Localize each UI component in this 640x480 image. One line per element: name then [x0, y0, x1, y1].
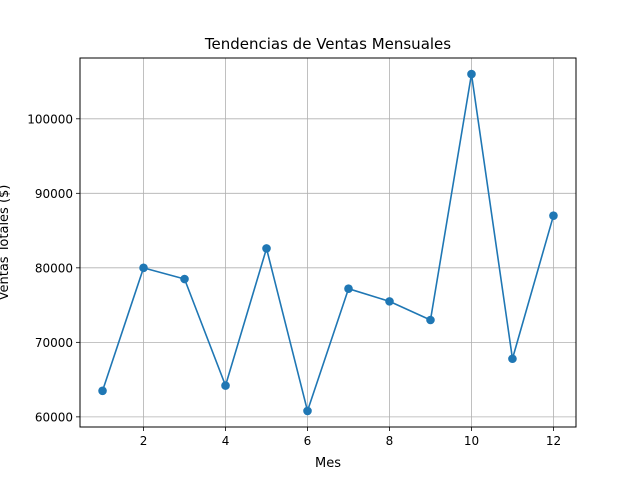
data-point [508, 354, 517, 364]
ticks: 2 4 6 8 10 12 60000 70000 80000 90000 100000 [27, 112, 561, 448]
data-point [262, 244, 271, 253]
y-axis-label: Ventas Totales ($) [0, 185, 12, 301]
x-tick-label: 8 [386, 434, 394, 448]
x-axis-label: Mes [315, 456, 341, 471]
y-tick-label: 80000 [35, 261, 73, 275]
x-tick-label: 4 [222, 434, 230, 448]
x-tick-label: 2 [140, 434, 148, 448]
x-tick-label: 6 [304, 434, 312, 448]
grid [80, 58, 576, 427]
data-point [549, 211, 558, 220]
y-tick-label: 90000 [35, 187, 73, 201]
data-point [180, 274, 189, 284]
y-tick-label: 60000 [35, 410, 73, 424]
data-point [98, 386, 107, 396]
sales-line [101, 73, 555, 412]
data-point [467, 69, 476, 79]
x-tick-label: 12 [546, 434, 561, 448]
data-point [385, 297, 394, 306]
series-line-group [98, 69, 558, 416]
data-point [303, 406, 312, 416]
y-tick-label: 100000 [27, 112, 73, 126]
data-point [221, 381, 230, 390]
plot-frame [79, 57, 577, 428]
x-tick-label: 10 [464, 434, 479, 448]
y-tick-label: 70000 [35, 336, 73, 350]
data-point [344, 284, 353, 293]
chart-title: Tendencias de Ventas Mensuales [204, 35, 451, 53]
data-point [426, 315, 435, 325]
data-point [139, 263, 148, 273]
